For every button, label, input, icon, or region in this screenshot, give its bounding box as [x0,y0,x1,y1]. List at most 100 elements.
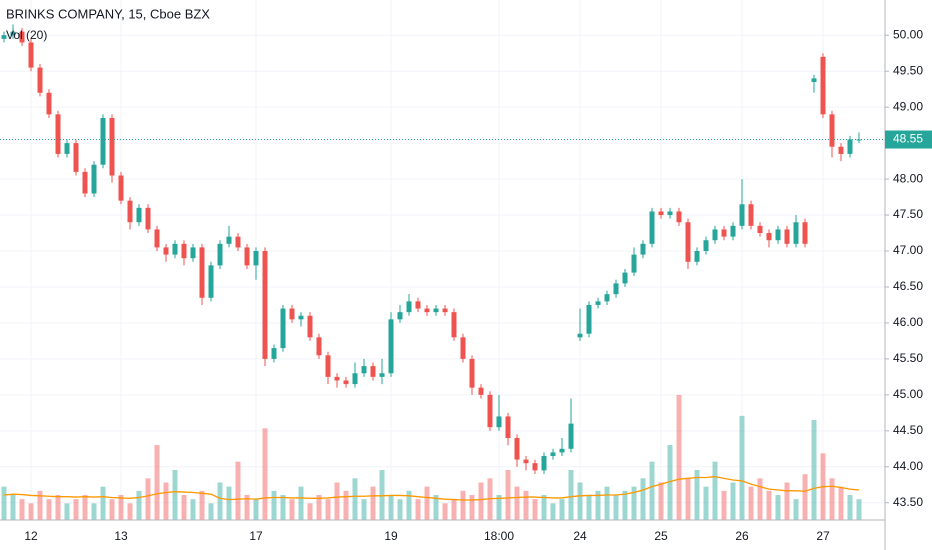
candle-body [307,315,313,338]
volume-bar [478,482,484,520]
volume-bar [442,503,448,520]
candle-body [433,308,439,313]
candle-body [766,233,772,241]
candle-body [685,222,691,262]
candle-body [397,312,403,320]
volume-bar [19,499,25,520]
volume-bar [694,470,700,520]
volume-bar [784,482,790,520]
x-tick-label: 24 [573,529,587,543]
candle-body [37,67,43,93]
volume-bar [568,470,574,520]
volume-bar [748,486,754,520]
volume-bar [397,499,403,520]
volume-bar [811,420,817,520]
volume-bar [343,490,349,520]
candle-body [226,236,232,244]
candle-body [640,243,646,255]
volume-bar [838,486,844,520]
volume-pane [1,395,862,520]
candle-body [802,222,808,244]
candle-body [262,251,268,359]
candle-body [271,348,277,359]
price-label: 48.55 [893,132,923,146]
candle-body [298,315,304,320]
volume-bar [424,486,430,520]
volume-bar [208,503,214,520]
candle-body [163,247,169,255]
y-tick-label: 50.00 [893,27,923,41]
volume-bar [199,490,205,520]
volume-bar [775,495,781,520]
candle-body [442,308,448,313]
candle-body [217,243,223,266]
candle-body [469,358,475,388]
candle-body [127,200,133,223]
candle-body [667,211,673,216]
volume-bar [1,486,7,520]
candle-body [325,355,331,377]
y-tick-label: 49.50 [893,63,923,77]
volume-bar [181,495,187,520]
candle-body [19,31,25,43]
candle-body [73,143,79,172]
volume-bar [613,495,619,520]
volume-bar [739,415,745,520]
candle-body [118,175,124,201]
candle-body [514,438,520,460]
candle-body [622,272,628,284]
volume-bar [505,470,511,520]
volume-bar [667,445,673,520]
volume-bar [847,495,853,520]
volume-bar [262,428,268,520]
volume-bar [676,395,682,520]
y-tick-label: 44.50 [893,423,923,437]
volume-bar [496,495,502,520]
candle-body [28,42,34,68]
volume-bar [91,503,97,520]
time-axis-bg [0,520,932,550]
candle-body [136,207,142,223]
volume-bar [136,490,142,520]
volume-bar [604,486,610,520]
candle-body [100,117,106,165]
volume-bar [577,482,583,520]
candle-body [757,225,763,234]
candle-body [838,146,844,154]
volume-bar [28,503,34,520]
candle-body [415,301,421,309]
volume-bar [55,495,61,520]
y-tick-label: 48.00 [893,171,923,185]
candle-body [46,92,52,115]
candle-body [811,78,817,82]
volume-bar [595,490,601,520]
x-tick-label: 19 [384,529,398,543]
candle-body [577,333,583,338]
candle-body [208,265,214,298]
x-tick-label: 26 [735,529,749,543]
volume-bar [829,478,835,520]
volume-bar [253,499,259,520]
volume-bar [730,482,736,520]
candle-body [721,229,727,237]
candle-body [478,387,484,395]
volume-bar [379,470,385,520]
volume-bar [334,482,340,520]
volume-bar [118,495,124,520]
candle-body [91,164,97,194]
candle-body [703,240,709,252]
y-tick-label: 47.00 [893,243,923,257]
volume-bar [235,461,241,520]
candle-body [847,139,853,154]
volume-bar [73,499,79,520]
volume-bar [766,490,772,520]
candle-body [316,337,322,356]
volume-bar [244,495,250,520]
volume-bar [100,486,106,520]
volume-bar [280,495,286,520]
volume-bar [46,499,52,520]
volume-bar [433,495,439,520]
candle-body [532,463,538,471]
